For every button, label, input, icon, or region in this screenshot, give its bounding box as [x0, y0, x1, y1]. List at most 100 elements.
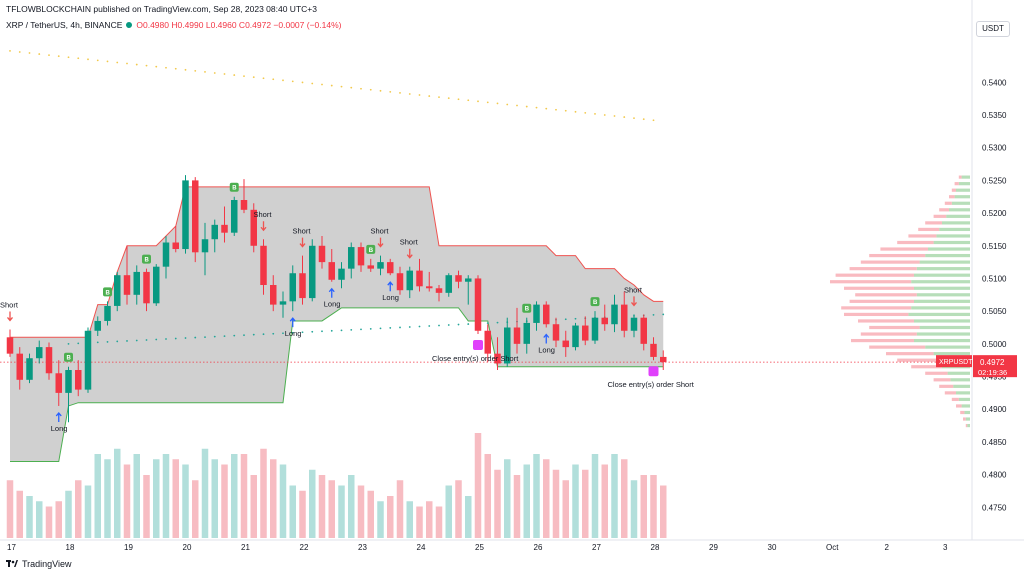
symbol-name[interactable]: XRP / TetherUS, 4h, BINANCE	[6, 20, 123, 30]
candle-body[interactable]	[484, 330, 492, 354]
ma-dot-high	[330, 84, 333, 87]
time-axis-tick: 18	[66, 543, 75, 552]
volume-profile-down	[851, 338, 914, 343]
candle-body[interactable]	[660, 356, 667, 363]
candle-body[interactable]	[416, 270, 423, 287]
long-arrow-icon	[328, 287, 335, 298]
candle-body[interactable]	[65, 370, 72, 393]
candle-body[interactable]	[543, 304, 550, 325]
candle-body[interactable]	[6, 337, 14, 354]
ma-dot-mid	[438, 324, 440, 327]
ma-dot-high	[642, 118, 645, 121]
candle-body[interactable]	[94, 320, 102, 331]
candle-body[interactable]	[562, 340, 570, 348]
candle-body[interactable]	[328, 262, 336, 280]
candle-body[interactable]	[601, 317, 609, 325]
candle-body[interactable]	[16, 353, 24, 380]
candle-body[interactable]	[640, 317, 648, 344]
ma-dot-mid	[106, 341, 109, 343]
short-arrow-icon	[631, 296, 637, 307]
candle-body[interactable]	[533, 304, 540, 323]
currency-button[interactable]: USDT	[976, 21, 1010, 37]
ma-dot-high	[613, 115, 616, 117]
candle-body[interactable]	[396, 273, 404, 291]
candle-body[interactable]	[250, 209, 258, 246]
candle-body[interactable]	[494, 353, 501, 364]
candle-body[interactable]	[104, 305, 111, 321]
time-axis-tick: 19	[124, 543, 133, 552]
ma-dot-high	[9, 50, 11, 52]
candle-body[interactable]	[474, 278, 482, 331]
candle-body[interactable]	[153, 266, 160, 304]
candle-body[interactable]	[26, 358, 33, 380]
candle-body[interactable]	[84, 330, 92, 390]
candle-body[interactable]	[357, 247, 365, 266]
volume-bar	[153, 459, 160, 538]
candle-body[interactable]	[445, 275, 453, 293]
candle-body[interactable]	[387, 262, 394, 274]
candle-body[interactable]	[338, 268, 345, 280]
candle-body[interactable]	[172, 242, 180, 250]
candle-body[interactable]	[55, 373, 63, 393]
candle-body[interactable]	[621, 304, 628, 331]
candle-body[interactable]	[309, 245, 316, 299]
candle-body[interactable]	[240, 200, 248, 210]
candle-body[interactable]	[114, 275, 121, 306]
candle-body[interactable]	[504, 327, 511, 364]
candle-body[interactable]	[192, 180, 199, 253]
candle-body[interactable]	[201, 239, 209, 253]
tradingview-logo[interactable]: TradingView	[6, 559, 72, 569]
candle-body[interactable]	[348, 247, 355, 269]
volume-profile-up	[916, 293, 970, 297]
volume-profile-up	[954, 195, 970, 199]
candle-body[interactable]	[279, 301, 287, 305]
candle-body[interactable]	[143, 271, 150, 304]
buy-badge-letter: B	[67, 356, 72, 362]
candle-body[interactable]	[133, 271, 141, 295]
candle-body[interactable]	[289, 273, 297, 302]
candle-body[interactable]	[270, 285, 277, 305]
candle-body[interactable]	[611, 304, 618, 325]
ma-dot-high	[506, 103, 509, 106]
candle-body[interactable]	[75, 370, 82, 390]
candle-body[interactable]	[377, 262, 384, 269]
candle-body[interactable]	[123, 275, 131, 295]
candle-body[interactable]	[435, 288, 443, 293]
candle-body[interactable]	[367, 265, 375, 269]
candle-body[interactable]	[465, 278, 472, 282]
candle-body[interactable]	[426, 286, 433, 289]
symbol-legend[interactable]: XRP / TetherUS, 4h, BINANCE O0.4980 H0.4…	[6, 20, 341, 30]
candle-body[interactable]	[630, 317, 638, 331]
ma-dot-mid	[360, 328, 362, 331]
candle-body[interactable]	[650, 343, 657, 357]
candle-body[interactable]	[299, 273, 306, 299]
candle-body[interactable]	[45, 347, 53, 374]
candle-body[interactable]	[582, 325, 589, 341]
volume-bar	[621, 459, 628, 538]
candle-body[interactable]	[591, 317, 599, 341]
volume-bar	[84, 485, 92, 538]
candle-body[interactable]	[211, 224, 219, 240]
volume-bar	[65, 490, 72, 538]
ma-dot-high	[360, 87, 362, 90]
volume-bar	[435, 506, 443, 538]
candle-body[interactable]	[260, 245, 267, 285]
candle-body[interactable]	[572, 325, 579, 348]
candle-body[interactable]	[406, 270, 414, 291]
candle-body[interactable]	[552, 324, 560, 341]
candle-body[interactable]	[231, 200, 238, 233]
candle-body[interactable]	[182, 180, 189, 250]
candle-body[interactable]	[162, 242, 170, 267]
candle-body[interactable]	[455, 275, 462, 282]
ma-dot-high	[555, 108, 557, 111]
candle-body[interactable]	[318, 245, 326, 263]
ma-dot-mid	[447, 324, 450, 326]
volume-bar	[279, 464, 287, 538]
candle-body[interactable]	[36, 347, 43, 359]
candle-body[interactable]	[523, 322, 531, 344]
candle-body[interactable]	[513, 327, 521, 344]
signal-short-label: Short	[254, 210, 273, 219]
candle-body[interactable]	[221, 224, 228, 233]
buy-badge-letter: B	[106, 290, 111, 296]
